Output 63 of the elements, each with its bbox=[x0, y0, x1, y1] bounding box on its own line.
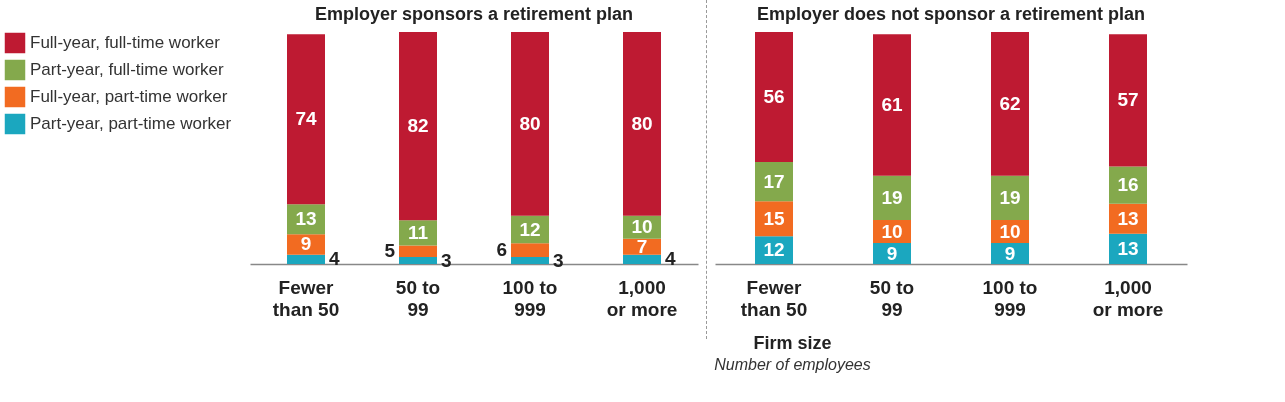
data-label: 19 bbox=[999, 186, 1021, 208]
bar bbox=[1109, 34, 1147, 167]
data-label: 16 bbox=[1117, 174, 1139, 196]
data-label: 11 bbox=[407, 221, 429, 243]
data-label: 82 bbox=[407, 115, 429, 137]
bar bbox=[755, 161, 793, 202]
bar bbox=[623, 32, 661, 216]
data-label: 7 bbox=[636, 235, 648, 257]
data-label: 56 bbox=[763, 85, 785, 107]
bar bbox=[511, 257, 549, 264]
data-label: 4 bbox=[329, 248, 340, 270]
data-label: 9 bbox=[300, 233, 312, 255]
data-label: 10 bbox=[999, 220, 1021, 242]
bar bbox=[873, 34, 911, 176]
data-label: 80 bbox=[631, 112, 653, 134]
bar bbox=[755, 32, 793, 162]
x-tick-label: Fewer than 50 bbox=[272, 276, 340, 320]
x-axis-title: Firm size bbox=[752, 333, 833, 354]
data-label: 19 bbox=[881, 186, 903, 208]
text: Number of employees bbox=[713, 356, 872, 374]
data-label: 74 bbox=[295, 108, 317, 130]
data-label: 6 bbox=[496, 239, 507, 261]
data-label: 13 bbox=[295, 208, 317, 230]
data-label: 10 bbox=[631, 216, 653, 238]
data-label: 10 bbox=[881, 220, 903, 242]
data-label: 12 bbox=[519, 218, 541, 240]
x-tick-label: 50 to 99 bbox=[395, 276, 441, 320]
data-label: 9 bbox=[1004, 242, 1016, 264]
data-label: 61 bbox=[881, 94, 903, 116]
data-label: 17 bbox=[763, 170, 785, 192]
chart-title: Employer does not sponsor a retirement plan bbox=[756, 4, 1146, 24]
data-label: 4 bbox=[665, 248, 676, 270]
bar bbox=[399, 257, 437, 264]
bar bbox=[399, 245, 437, 258]
x-tick-label: 50 to 99 bbox=[869, 276, 915, 320]
bar bbox=[399, 32, 437, 221]
bar bbox=[287, 34, 325, 205]
x-tick-label: 1,000 or more bbox=[1092, 276, 1164, 320]
data-label: 80 bbox=[519, 112, 541, 134]
data-label: 13 bbox=[1117, 207, 1139, 229]
x-tick-label: 100 to 999 bbox=[502, 276, 558, 320]
bar bbox=[287, 254, 325, 264]
bar bbox=[623, 254, 661, 264]
data-label: 13 bbox=[1117, 237, 1139, 259]
bar bbox=[991, 32, 1029, 176]
legend-label: Full-year, full-time worker bbox=[30, 33, 221, 52]
bar bbox=[511, 32, 549, 216]
legend-label: Part-year, full-time worker bbox=[30, 60, 224, 79]
x-tick-label: 100 to 999 bbox=[982, 276, 1038, 320]
data-label: 57 bbox=[1117, 89, 1139, 111]
bar bbox=[511, 243, 549, 258]
x-tick-label: Fewer than 50 bbox=[740, 276, 808, 320]
data-label: 3 bbox=[553, 249, 564, 271]
chart-title: Employer sponsors a retirement plan bbox=[314, 4, 634, 24]
x-tick-label: 1,000 or more bbox=[606, 276, 678, 320]
data-label: 3 bbox=[441, 249, 452, 271]
data-label: 15 bbox=[763, 207, 785, 229]
data-label: 9 bbox=[886, 242, 898, 264]
data-label: 62 bbox=[999, 92, 1021, 114]
legend-label: Part-year, part-time worker bbox=[30, 114, 232, 133]
legend-label: Full-year, part-time worker bbox=[30, 87, 228, 106]
data-label: 5 bbox=[384, 240, 396, 262]
data-label: 12 bbox=[763, 239, 785, 261]
